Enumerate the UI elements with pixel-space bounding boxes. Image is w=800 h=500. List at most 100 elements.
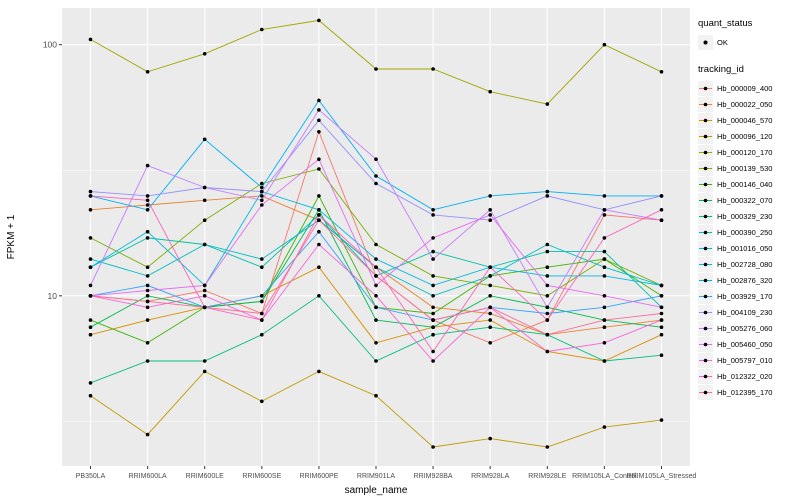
x-axis-title: sample_name — [345, 485, 408, 496]
data-point — [374, 157, 378, 161]
legend-item-label: Hb_000022_050 — [717, 99, 773, 109]
data-point — [260, 311, 264, 316]
legend-item-label: Hb_002728_080 — [717, 259, 773, 269]
data-point — [659, 294, 664, 298]
data-point — [374, 294, 378, 298]
legend-item-label: Hb_000046_570 — [717, 115, 773, 125]
data-point — [602, 236, 607, 240]
legend-item: Hb_002876_320 — [698, 272, 798, 288]
data-point — [545, 265, 550, 270]
data-point — [602, 213, 607, 217]
data-point — [602, 257, 607, 261]
legend-item: Hb_001016_050 — [698, 240, 798, 256]
x-tick-label: RRIM105LA_Control — [572, 473, 637, 480]
data-point — [317, 213, 321, 217]
legend-key — [698, 336, 713, 352]
data-point — [602, 194, 607, 198]
data-point — [659, 311, 664, 316]
legend-key — [698, 112, 713, 128]
data-point — [88, 194, 93, 198]
line-point-symbol-icon — [699, 294, 712, 298]
legend-item: Hb_012395_170 — [698, 384, 798, 400]
data-point — [488, 218, 493, 222]
data-point — [260, 27, 264, 32]
data-point — [488, 341, 493, 345]
data-point — [202, 359, 207, 363]
data-point — [488, 294, 493, 298]
data-point — [145, 203, 150, 207]
data-point — [88, 236, 93, 240]
data-point — [545, 194, 550, 198]
data-point — [260, 265, 264, 270]
data-point — [260, 189, 264, 194]
line-point-symbol-icon — [699, 166, 712, 170]
data-point — [431, 294, 435, 298]
data-point — [88, 37, 93, 42]
data-point — [431, 283, 435, 288]
legend-key — [698, 320, 713, 336]
legend-title-quant-status: quant_status — [698, 18, 753, 29]
data-point — [659, 318, 664, 322]
data-point — [260, 299, 264, 304]
data-point — [431, 249, 435, 254]
data-point — [145, 283, 150, 288]
data-point — [488, 208, 493, 212]
data-point — [488, 194, 493, 198]
data-point — [374, 174, 378, 178]
line-point-symbol-icon — [699, 118, 712, 122]
data-point — [374, 265, 378, 270]
data-point — [88, 208, 93, 212]
data-point — [659, 283, 664, 288]
legend-item-label: Hb_000390_250 — [717, 227, 773, 237]
data-point — [488, 265, 493, 270]
legend-key — [698, 128, 713, 144]
data-point — [545, 242, 550, 247]
x-tick-label: RRIM928LA — [471, 473, 509, 480]
y-tick-label: 10 — [48, 291, 58, 301]
data-point — [602, 325, 607, 330]
data-point — [260, 399, 264, 404]
legend-item: Hb_000139_530 — [698, 160, 798, 176]
data-point — [317, 118, 321, 123]
data-point — [88, 332, 93, 337]
legend-item: Hb_002728_080 — [698, 256, 798, 272]
data-point — [431, 311, 435, 316]
legend-item: Hb_000322_070 — [698, 192, 798, 208]
legend-item: Hb_000009_400 — [698, 80, 798, 96]
data-point — [88, 189, 93, 194]
data-point — [488, 325, 493, 330]
y-tick-label: 100 — [43, 40, 57, 50]
x-tick-label: RRIM105LA_Stressed — [627, 473, 696, 480]
legend-item-label: Hb_003929_170 — [717, 291, 773, 301]
data-point — [431, 213, 435, 217]
data-point — [88, 381, 93, 385]
data-point — [88, 294, 93, 298]
data-point — [431, 305, 435, 310]
data-point — [145, 359, 150, 363]
x-tick-label: RRIM600LA — [129, 473, 167, 480]
line-point-symbol-icon — [699, 390, 712, 394]
point-symbol-icon — [703, 40, 708, 44]
data-point — [317, 208, 321, 212]
data-point — [431, 349, 435, 354]
legend-key — [698, 224, 713, 240]
data-point — [202, 288, 207, 293]
data-point — [488, 318, 493, 322]
data-point — [145, 299, 150, 304]
data-point — [260, 318, 264, 322]
data-point — [317, 218, 321, 222]
legend-key — [698, 368, 713, 384]
legend-item-label: Hb_000322_070 — [717, 195, 773, 205]
data-point — [317, 18, 321, 23]
data-point — [145, 432, 150, 437]
data-point — [202, 305, 207, 310]
x-tick-label: RRIM928BA — [414, 473, 453, 480]
legend-item: Hb_003929_170 — [698, 288, 798, 304]
data-point — [88, 257, 93, 261]
data-point — [431, 325, 435, 330]
legend-item: Hb_000390_250 — [698, 224, 798, 240]
data-point — [545, 102, 550, 106]
data-point — [545, 189, 550, 194]
data-point — [602, 208, 607, 212]
data-point — [260, 181, 264, 186]
